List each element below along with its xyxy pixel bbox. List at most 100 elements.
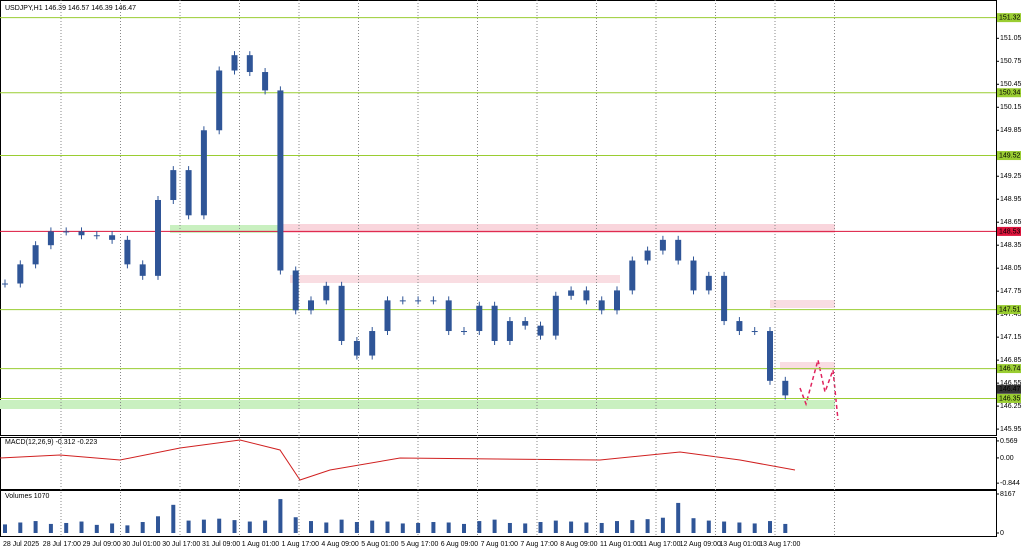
y-tick-label: 151.05 [1000,35,1022,42]
macd-frame [0,437,997,490]
candle [583,290,590,301]
x-tick-label: 5 Aug 17:00 [401,541,438,548]
volume-bar [385,521,390,533]
zone [0,400,835,409]
candle [629,260,636,291]
candle [32,245,39,265]
volume-bar [171,504,176,533]
candle [568,290,575,296]
candle [506,321,513,341]
y-tick-label: -0.844 [1000,480,1020,487]
x-tick-label: 28 Jul 17:00 [43,541,81,548]
candle [675,239,682,261]
volume-bar [64,522,69,533]
volume-bar [615,521,619,533]
zone [770,300,835,308]
candle [659,239,666,251]
volume-bar [125,525,130,533]
y-tick-label: 145.95 [1000,426,1022,433]
candle [614,290,620,311]
x-tick-label: 13 Aug 17:00 [759,541,800,548]
level-label: 149.52 [999,152,1021,159]
candle [200,130,207,216]
volume-bar [737,522,742,533]
y-tick-label: 146.85 [1000,357,1022,364]
volume-bar [400,523,405,533]
last-price-box [997,384,1021,394]
volume-bar [18,522,23,533]
volume-bar [722,521,727,533]
volume-bar [783,523,788,533]
volume-bar [354,522,359,533]
volume-bar [553,520,558,533]
volume-bar [110,523,115,533]
candle [124,239,131,265]
volume-bar [278,499,283,533]
y-tick-label: 150.75 [1000,58,1022,65]
level-label-box [997,151,1021,161]
y-tick-label: 150.45 [1000,81,1022,88]
volume-bar [247,521,252,533]
level-label: 146.74 [999,365,1021,372]
volume-bar [507,522,512,533]
volume-bar [446,522,451,533]
candle [690,260,697,291]
last-price-label: 146.47 [999,386,1021,393]
level-label-box [997,364,1021,374]
y-tick-label: 0.569 [1000,438,1018,445]
x-tick-label: 30 Jul 01:00 [122,541,160,548]
x-tick-label: 11 Aug 17:00 [640,541,681,548]
y-tick-label: 148.95 [1000,196,1022,203]
volume-bar [232,520,237,533]
candle [782,380,789,396]
volume-bar [201,519,206,533]
y-tick-label: 146.55 [1000,380,1022,387]
volume-bar [33,521,38,533]
zone [780,362,835,370]
x-tick-label: 11 Aug 01:00 [600,541,641,548]
candle [93,235,100,237]
x-tick-label: 6 Aug 09:00 [441,541,478,548]
volume-bar [217,518,222,533]
volume-bar [523,523,528,533]
candle [185,170,192,216]
candle [552,295,559,336]
volume-bar [431,522,436,533]
candle [598,300,605,311]
candle [338,285,345,341]
forecast-path [799,359,839,421]
x-tick-label: 13 Aug 01:00 [719,541,760,548]
volume-bar [630,520,635,533]
volume-bar [599,522,604,533]
volume-bar [691,518,696,533]
candle [369,331,376,356]
y-tick-label: 149.25 [1000,173,1022,180]
level-label: 150.34 [999,90,1021,97]
volume-bar [569,521,574,533]
candle [216,70,223,131]
x-tick-label: 28 Jul 2025 [3,541,39,548]
y-tick-label: 146.25 [1000,403,1022,410]
x-tick-label: 8 Aug 09:00 [560,541,597,548]
candle [537,325,544,336]
candle [78,231,85,236]
volume-bar [645,519,650,533]
x-tick-label: 30 Jul 17:00 [162,541,200,548]
level-label: 148.53 [999,228,1021,235]
level-label-box [997,226,1021,236]
y-tick-label: 148.65 [1000,219,1022,226]
volume-bar [3,524,7,533]
volume-frame [0,490,997,537]
level-label-box [997,393,1021,403]
level-label-box [997,13,1021,23]
candle [109,235,116,240]
candle [262,72,269,91]
y-tick-label: 147.15 [1000,334,1022,341]
candle [17,264,24,284]
level-label: 147.51 [999,306,1021,313]
candle [308,300,314,311]
y-tick-label: 150.15 [1000,104,1022,111]
candle [461,331,467,333]
volume-bar [186,520,191,533]
